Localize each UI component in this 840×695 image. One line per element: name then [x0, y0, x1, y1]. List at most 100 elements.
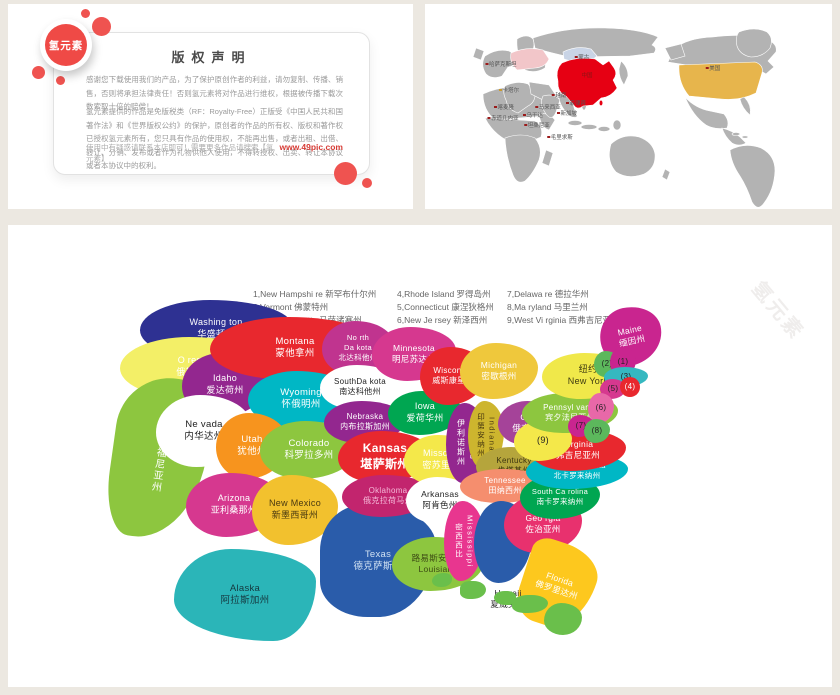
brand-badge-label: 氢元素: [45, 24, 87, 66]
world-label-text: 中国: [581, 73, 593, 79]
state-alaska[interactable]: Alaska 阿拉斯加州: [174, 549, 316, 641]
region-russia: [532, 27, 659, 58]
state-rhode-island[interactable]: (4): [620, 377, 640, 397]
state-label: 德克萨斯州: [353, 561, 403, 572]
state-label: Wyoming: [280, 386, 322, 398]
world-map-svg: [472, 27, 777, 208]
region-greenland: [736, 28, 772, 58]
world-label-text: 毛里求斯: [550, 135, 573, 141]
world-label-5: 菲律宾: [565, 99, 586, 107]
region-indonesia: [597, 126, 611, 132]
state-label: (4): [624, 381, 636, 391]
region-caribbean: [731, 132, 741, 136]
hawaii-island: [460, 581, 486, 599]
state-label: 爱达荷州: [206, 385, 244, 395]
state-label: 威斯康星州: [432, 376, 474, 385]
state-label: 阿拉斯加州: [220, 595, 270, 606]
world-label-text: 蒙古: [578, 55, 590, 61]
state-label: 南达科他州: [339, 387, 381, 396]
legend-item: 2,Vermont 佛蒙特州: [253, 302, 329, 313]
legend-column-2: 4,Rhode Island 罗得岛州 5,Connecticut 康涅狄格州 6,…: [397, 288, 494, 328]
state-label: 蒙他拿州: [275, 348, 315, 359]
world-label-6: 马来西亚: [535, 103, 561, 111]
copyright-paragraph-2: 氢元素提供的作品是免版税类（RF：Royalty-Free）正版受《中国人民共和…: [86, 107, 343, 170]
location-dot-icon: [547, 135, 550, 139]
state-label: 新墨西哥州: [271, 510, 319, 520]
state-label: 阿肯色州: [422, 500, 458, 510]
state-label: New Mexico: [268, 498, 321, 509]
world-label-13: 美国: [705, 64, 721, 72]
state-label: Alaska: [229, 582, 261, 594]
copyright-card: 版权声明 感谢您下载使用我们的产品，为了保护原创作者的利益，请勿复制、传播、销售…: [53, 32, 370, 175]
state-label: 北达科他州: [338, 352, 378, 362]
state-label: (9): [537, 435, 549, 446]
location-dot-icon: [522, 113, 526, 117]
region-alaska: [664, 43, 686, 61]
legend-column-3: 7,Delawa re 德拉华州 8,Ma ryland 马里兰州 9,West V…: [507, 288, 620, 328]
world-label-8: 喀麦隆: [493, 103, 515, 111]
state-label: Idaho: [212, 373, 238, 384]
world-label-11: 坦桑尼亚: [524, 121, 550, 129]
location-dot-icon: [524, 123, 527, 127]
state-label: 田纳西州: [488, 486, 522, 495]
state-label: Montana: [275, 335, 315, 347]
world-label-12: 毛里求斯: [547, 133, 573, 141]
brand-badge: 氢元素: [40, 19, 92, 71]
state-label: (5): [607, 383, 619, 393]
world-map: 哈萨克斯坦 蒙古 中国 卡塔尔 越南 菲律宾 马来西亚 新加坡 喀麦隆 赤道几内亚 乌干达 坦桑尼亚毛…: [425, 4, 832, 209]
region-new-guinea: [612, 119, 622, 131]
world-label-3: 卡塔尔: [498, 86, 519, 94]
region-caribbean: [741, 135, 749, 139]
state-label: Texas: [364, 548, 392, 560]
world-label-text: 新加坡: [560, 111, 578, 117]
state-label: 弗吉尼亚州: [555, 450, 600, 460]
region-indonesia: [580, 124, 598, 130]
world-label-text: 哈萨克斯坦: [488, 62, 517, 68]
state-label: 伊利诺斯州: [456, 419, 466, 467]
world-label-text: 马来西亚: [538, 105, 561, 111]
region-arabia: [503, 82, 536, 114]
state-label: (8): [591, 425, 603, 435]
world-label-text: 喀麦隆: [497, 105, 515, 111]
region-taiwan: [599, 100, 603, 106]
state-label: Utah: [241, 433, 263, 445]
state-label: Iowa: [414, 401, 436, 412]
location-dot-icon: [485, 62, 488, 66]
legend-item: 9,West Vi rginia 西弗吉尼亚州: [507, 315, 620, 326]
decor-circle: [362, 178, 372, 188]
legend-item: 5,Connecticut 康涅狄格州: [397, 302, 494, 313]
state-label: 南卡罗来纳州: [536, 497, 584, 506]
state-label: 密苏里州: [422, 460, 460, 470]
region-uk: [472, 47, 485, 61]
state-michigan[interactable]: Michigan 密歇根州: [460, 343, 538, 399]
state-label: 宾夕法尼亚州: [545, 413, 595, 422]
state-label: South Ca rolina: [531, 487, 589, 497]
state-label: SouthDa kota: [333, 376, 387, 386]
decor-circle: [32, 66, 45, 79]
slide-preview-copyright[interactable]: 版权声明 感谢您下载使用我们的产品，为了保护原创作者的利益，请勿复制、传播、销售…: [8, 4, 413, 209]
state-label: No rth: [346, 333, 370, 343]
world-label-9: 赤道几内亚: [487, 114, 519, 122]
website-link[interactable]: www.49pic.com: [279, 142, 343, 152]
decor-circle: [56, 76, 65, 85]
state-label: 内布拉斯加州: [340, 422, 390, 431]
world-label-text: 美国: [709, 66, 721, 72]
state-label: Washing ton: [189, 317, 243, 328]
state-label: 密歇根州: [481, 371, 517, 381]
state-label: Minnesota: [393, 342, 435, 353]
hawaii-island: [432, 573, 452, 587]
world-label-4: 越南: [551, 91, 566, 99]
state-label: Missouri: [423, 448, 459, 459]
location-dot-icon: [498, 88, 502, 92]
location-dot-icon: [487, 116, 490, 120]
legend-item: 8,Ma ryland 马里兰州: [507, 302, 588, 313]
state-label: Kentucky: [496, 455, 532, 465]
world-label-1: 蒙古: [574, 53, 590, 61]
state-label: Virginia: [562, 438, 594, 449]
region-mexico: [684, 96, 729, 129]
region-new-zealand: [661, 168, 671, 181]
slide-preview-world-map[interactable]: 哈萨克斯坦 蒙古 中国 卡塔尔 越南 菲律宾 马来西亚 新加坡 喀麦隆 赤道几内亚 乌干达 坦桑尼亚毛…: [425, 4, 832, 209]
state-maryland[interactable]: (8): [584, 419, 610, 443]
